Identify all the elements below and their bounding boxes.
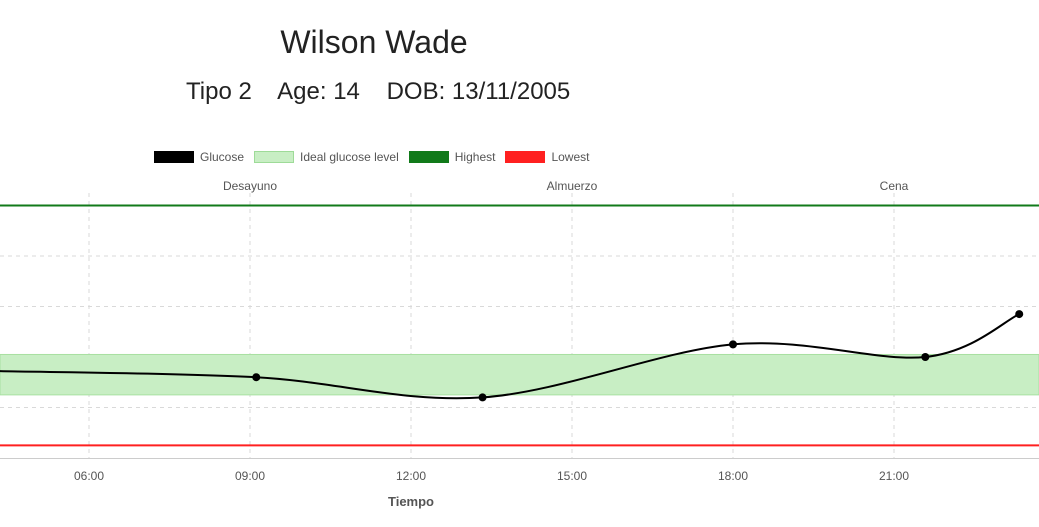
legend-swatch-lowest bbox=[505, 151, 546, 163]
legend-item-highest[interactable]: Highest bbox=[408, 150, 496, 164]
glucose-series-layer bbox=[0, 310, 1024, 402]
x-tick-label: 21:00 bbox=[879, 469, 909, 483]
x-tick-label: 09:00 bbox=[235, 469, 265, 483]
meal-label: Cena bbox=[880, 179, 909, 193]
glucose-point bbox=[729, 340, 737, 349]
x-tick-label: 12:00 bbox=[396, 469, 426, 483]
glucose-point bbox=[252, 373, 261, 382]
legend-label-lowest: Lowest bbox=[551, 150, 590, 164]
legend-item-glucose[interactable]: Glucose bbox=[154, 150, 244, 164]
chart-grid bbox=[0, 193, 1039, 459]
patient-info: Tipo 2 Age: 14 DOB: 13/11/2005 bbox=[186, 78, 590, 106]
x-tick-label: 15:00 bbox=[557, 469, 587, 483]
glucose-point bbox=[1015, 310, 1024, 319]
glucose-point bbox=[921, 353, 930, 361]
legend-item-lowest[interactable]: Lowest bbox=[505, 150, 589, 164]
x-axis-title: Tiempo bbox=[388, 494, 434, 509]
x-tick-label: 06:00 bbox=[74, 469, 104, 483]
legend-item-ideal[interactable]: Ideal glucose level bbox=[254, 150, 399, 164]
legend-label-highest: Highest bbox=[454, 150, 496, 164]
meal-label: Almuerzo bbox=[547, 179, 598, 193]
legend-swatch-highest bbox=[408, 151, 449, 163]
legend-swatch-glucose bbox=[154, 151, 194, 163]
patient-age: Age: 14 bbox=[277, 78, 360, 105]
limit-lines-layer bbox=[0, 204, 1039, 447]
patient-dob: DOB: 13/11/2005 bbox=[386, 78, 571, 105]
x-tick-label: 18:00 bbox=[718, 469, 748, 483]
diabetes-type: Tipo 2 bbox=[186, 78, 252, 105]
axis-labels-layer: 06:00 09:00 12:00 15:00 18:00 21:00 Desayuno Al… bbox=[74, 179, 909, 509]
meal-label: Desayuno bbox=[223, 179, 277, 193]
glucose-point bbox=[478, 393, 487, 402]
legend-label-ideal: Ideal glucose level bbox=[300, 150, 399, 164]
patient-name: Wilson Wade bbox=[280, 24, 468, 60]
legend-label-glucose: Glucose bbox=[200, 150, 245, 164]
legend-swatch-ideal bbox=[254, 151, 295, 163]
chart-legend: Glucose Ideal glucose level Highest Lowe… bbox=[154, 149, 599, 165]
